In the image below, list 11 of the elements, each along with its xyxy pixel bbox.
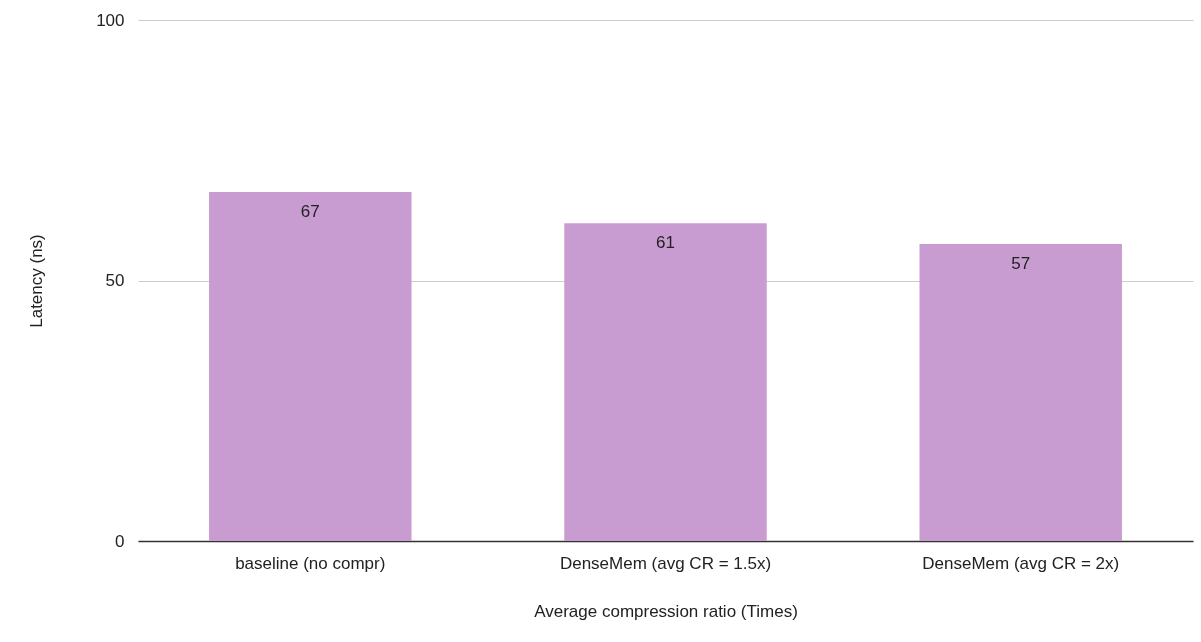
- x-axis-title: Average compression ratio (Times): [534, 601, 798, 621]
- x-tick-label: DenseMem (avg CR = 2x): [922, 553, 1120, 573]
- data-label: 61: [656, 233, 675, 253]
- x-tick-label: DenseMem (avg CR = 1.5x): [559, 553, 772, 573]
- y-tick-label: 0: [115, 531, 125, 551]
- y-tick-label: 100: [96, 10, 125, 30]
- data-label: 67: [300, 201, 320, 221]
- y-tick-label: 50: [105, 271, 125, 290]
- x-tick-label: baseline (no compr): [235, 553, 386, 573]
- y-axis-title: Latency (ns): [27, 234, 47, 328]
- data-label: 57: [1011, 254, 1031, 274]
